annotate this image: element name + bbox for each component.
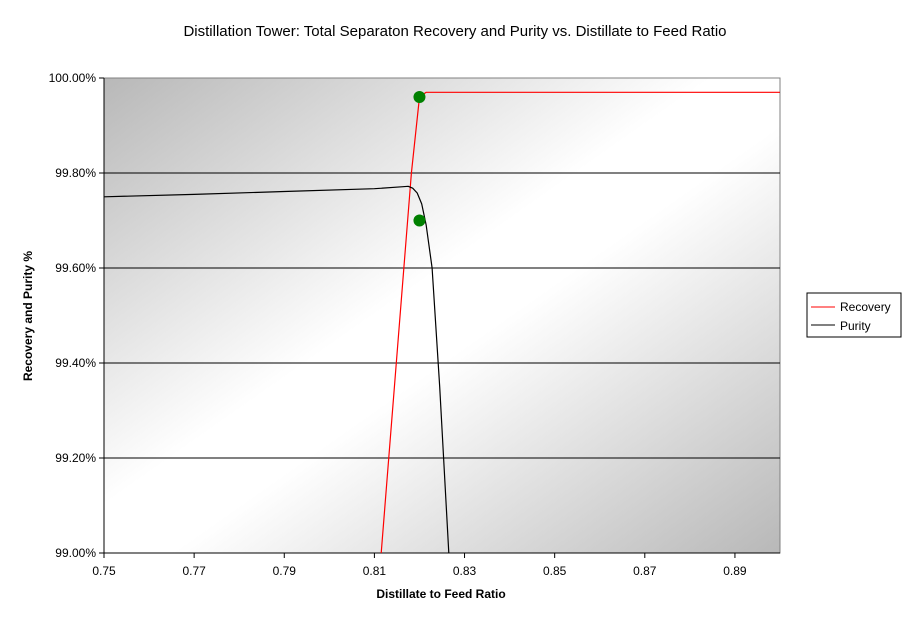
data-point-marker (413, 214, 426, 227)
y-tick-label: 99.40% (55, 356, 96, 370)
x-axis: 0.75 0.77 0.79 0.81 0.83 0.85 0.87 0.89 (92, 552, 780, 578)
legend: Recovery Purity (806, 292, 902, 338)
x-tick-label: 0.87 (633, 564, 657, 578)
y-tick-label: 99.20% (55, 451, 96, 465)
x-tick-label: 0.89 (723, 564, 747, 578)
x-axis-title: Distillate to Feed Ratio (376, 587, 505, 601)
legend-box (806, 292, 902, 338)
y-axis: 99.00% 99.20% 99.40% 99.60% 99.80% 100.00% (49, 71, 105, 560)
series-line-recovery (380, 91, 780, 553)
data-point-marker (413, 91, 426, 103)
x-tick-label: 0.83 (453, 564, 477, 578)
y-axis-title: Recovery and Purity % (21, 251, 35, 381)
x-tick-label: 0.75 (92, 564, 116, 578)
plot-area (103, 77, 781, 554)
y-tick-label: 100.00% (49, 71, 97, 85)
x-tick-label: 0.79 (273, 564, 297, 578)
x-tick-label: 0.77 (182, 564, 206, 578)
chart-title: Distillation Tower: Total Separaton Reco… (183, 23, 726, 40)
grid-lines (104, 172, 780, 459)
series-line-purity (104, 185, 450, 553)
legend-label-recovery: Recovery (840, 300, 891, 314)
legend-label-purity: Purity (840, 319, 871, 333)
x-tick-label: 0.85 (543, 564, 567, 578)
y-tick-label: 99.60% (55, 261, 96, 275)
series-lines (104, 91, 780, 553)
y-tick-label: 99.00% (55, 546, 96, 560)
x-tick-label: 0.81 (363, 564, 387, 578)
y-tick-label: 99.80% (55, 166, 96, 180)
data-markers (413, 91, 426, 227)
